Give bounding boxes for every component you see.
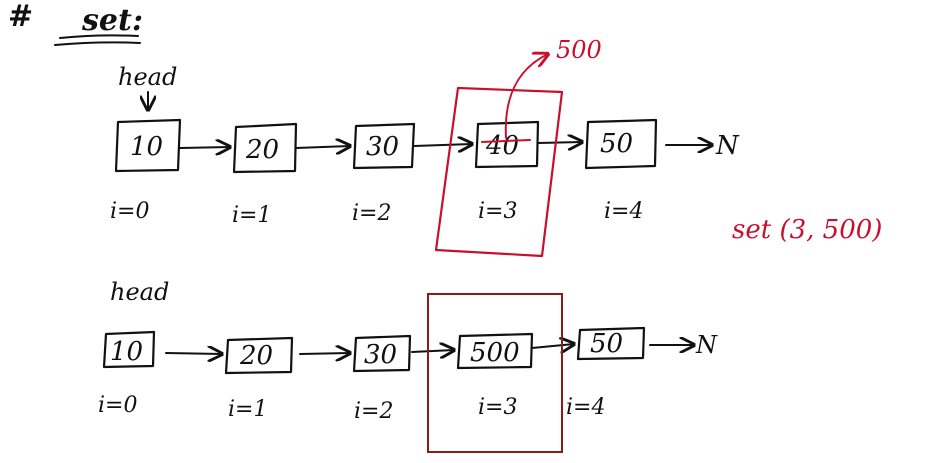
top-list: head 10 20 30 40 50 N — [110, 36, 882, 258]
node-value: 20 — [245, 135, 279, 165]
top-arrow-3 — [537, 142, 582, 143]
bottom-node-2: 30 — [352, 334, 412, 373]
top-highlight-box — [434, 86, 564, 258]
node-value: 20 — [239, 341, 273, 371]
top-null-label: N — [715, 131, 740, 161]
bottom-arrow-2 — [411, 350, 454, 352]
bottom-index-2: i=2 — [354, 399, 393, 424]
top-index-0: i=0 — [110, 199, 149, 224]
top-arrow-0 — [179, 147, 230, 148]
top-node-4: 50 — [584, 118, 658, 170]
node-value: 50 — [590, 329, 623, 359]
new-value-arrow — [504, 54, 548, 139]
top-head-label: head — [118, 63, 177, 91]
top-node-0: 10 — [114, 118, 182, 173]
bottom-node-1: 20 — [224, 336, 294, 375]
bottom-index-3: i=3 — [478, 395, 517, 420]
bottom-arrow-1 — [299, 353, 350, 354]
node-value: 10 — [110, 337, 143, 367]
top-node-3: 40 — [474, 120, 540, 169]
node-value: 40 — [485, 131, 519, 161]
node-value: 10 — [130, 132, 163, 162]
bottom-node-0: 10 — [102, 330, 156, 369]
top-arrow-2 — [413, 144, 472, 146]
bottom-null-label: N — [695, 331, 718, 359]
title-underline — [59, 34, 139, 39]
node-value: 30 — [366, 132, 399, 162]
title-hash: # — [8, 0, 33, 34]
node-value: 30 — [364, 340, 397, 370]
bottom-index-4: i=4 — [566, 395, 605, 420]
node-value: 500 — [470, 338, 520, 368]
top-node-1: 20 — [232, 122, 298, 174]
page-title: # set : — [8, 0, 143, 46]
top-index-3: i=3 — [478, 199, 517, 224]
bottom-head-label: head — [110, 278, 169, 306]
bottom-highlight-box — [427, 293, 563, 453]
bottom-index-0: i=0 — [98, 393, 137, 418]
bottom-node-4: 50 — [576, 326, 646, 361]
top-node-2: 30 — [352, 122, 416, 170]
node-value: 50 — [600, 129, 633, 159]
title-underline-2 — [54, 41, 141, 46]
title-colon: : — [132, 3, 143, 38]
top-index-1: i=1 — [232, 203, 271, 228]
bottom-index-1: i=1 — [228, 397, 267, 422]
title-word: set — [81, 3, 132, 38]
bottom-node-3: 500 — [456, 332, 534, 370]
top-index-4: i=4 — [604, 199, 643, 224]
set-call-annotation: set (3, 500) — [732, 215, 882, 245]
bottom-list: head 10 20 30 500 50 N i=0 i=1 i=2 i= — [98, 278, 718, 453]
new-value-label: 500 — [556, 36, 602, 64]
top-index-2: i=2 — [352, 201, 391, 226]
strike-old-value — [481, 139, 531, 143]
bottom-arrow-3 — [531, 344, 574, 348]
top-arrow-1 — [295, 146, 350, 148]
bottom-arrow-0 — [165, 353, 222, 354]
